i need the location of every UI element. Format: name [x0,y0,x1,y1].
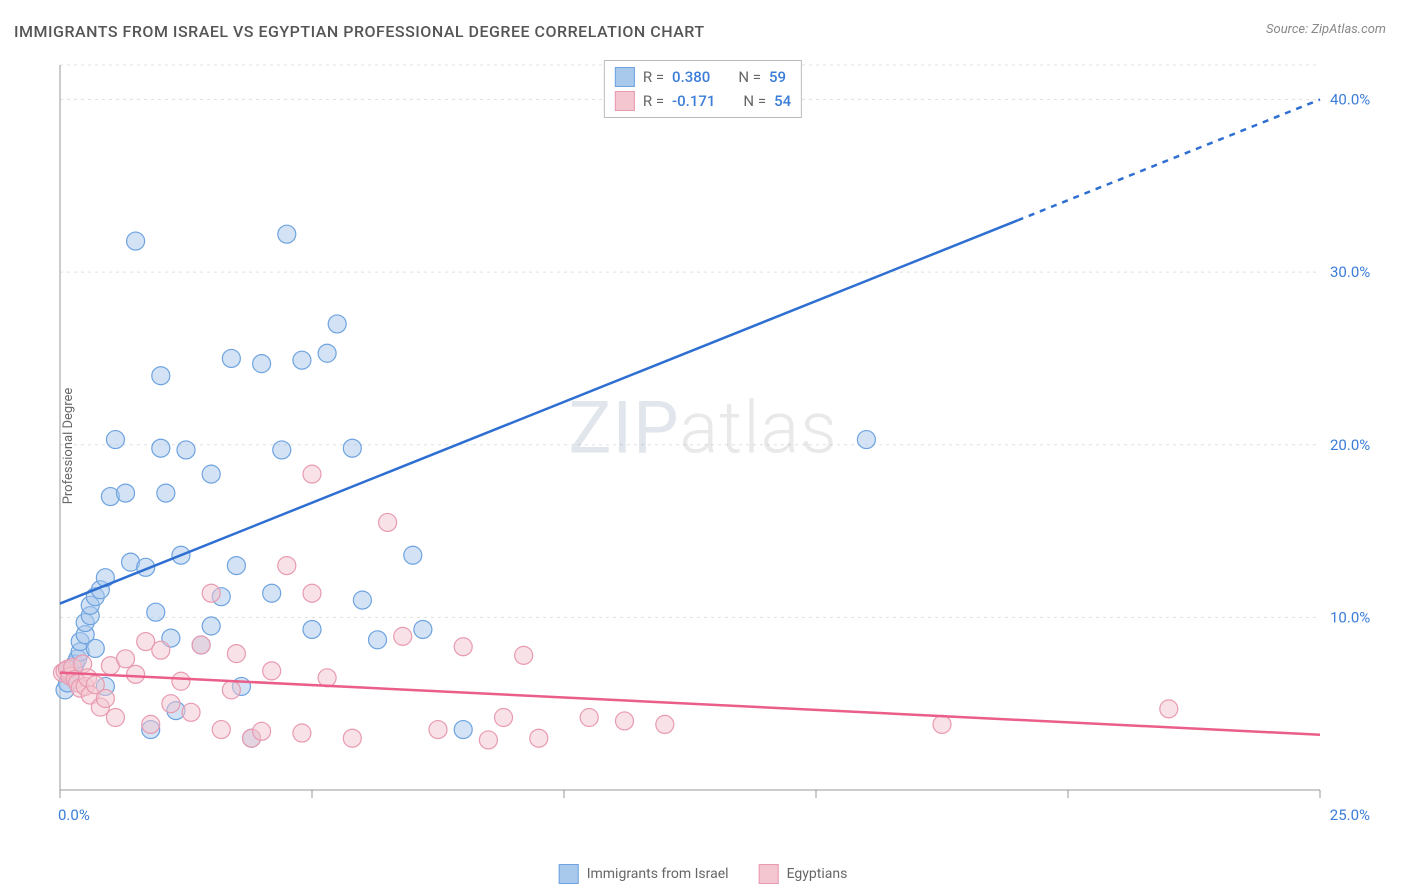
data-point [530,729,548,747]
data-point [222,681,240,699]
data-point [202,465,220,483]
regression-line [60,673,1320,735]
r-value: -0.171 [672,92,715,110]
x-tick-label: 25.0% [1330,806,1370,824]
data-point [394,627,412,645]
n-label: N = [738,68,761,86]
data-point [656,715,674,733]
data-point [117,650,135,668]
data-point [303,620,321,638]
source-attribution: Source: ZipAtlas.com [1266,22,1386,37]
regression-line-extrapolated [1018,100,1320,221]
data-point [96,690,114,708]
data-point [117,484,135,502]
series-legend-item: Immigrants from Israel [559,864,729,884]
legend-row: R = -0.171 N = 54 [615,89,791,113]
data-point [263,584,281,602]
data-point [495,709,513,727]
data-point [222,349,240,367]
series-label: Egyptians [787,866,848,882]
legend-swatch [759,864,779,884]
data-point [253,355,271,373]
data-point [278,225,296,243]
correlation-legend: R = 0.380 N = 59 R = -0.171 N = 54 [604,60,802,118]
data-point [152,641,170,659]
data-point [227,645,245,663]
data-point [192,636,210,654]
n-value: 59 [769,68,786,86]
data-point [106,709,124,727]
r-label: R = [643,68,664,86]
data-point [202,584,220,602]
data-point [202,617,220,635]
data-point [293,724,311,742]
data-point [253,722,271,740]
legend-swatch [559,864,579,884]
series-legend: Immigrants from Israel Egyptians [559,864,848,884]
data-point [147,603,165,621]
data-point [293,351,311,369]
data-point [177,441,195,459]
legend-swatch [615,67,635,87]
y-tick-label: 30.0% [1330,263,1370,281]
y-tick-label: 20.0% [1330,436,1370,454]
data-point [106,431,124,449]
r-value: 0.380 [672,68,710,86]
data-point [152,439,170,457]
data-point [318,669,336,687]
data-point [379,513,397,531]
data-point [615,712,633,730]
data-point [142,715,160,733]
data-point [303,465,321,483]
data-point [343,729,361,747]
chart-title: IMMIGRANTS FROM ISRAEL VS EGYPTIAN PROFE… [14,22,705,41]
data-point [303,584,321,602]
n-value: 54 [774,92,791,110]
y-tick-label: 40.0% [1330,91,1370,109]
n-label: N = [743,92,766,110]
data-point [127,665,145,683]
data-point [429,721,447,739]
data-point [580,709,598,727]
series-label: Immigrants from Israel [587,866,729,882]
data-point [182,703,200,721]
data-point [212,721,230,739]
data-point [328,315,346,333]
data-point [172,672,190,690]
r-label: R = [643,92,664,110]
data-point [152,367,170,385]
data-point [1160,700,1178,718]
data-point [86,639,104,657]
legend-swatch [615,91,635,111]
data-point [127,232,145,250]
data-point [263,662,281,680]
series-legend-item: Egyptians [759,864,848,884]
regression-line [60,220,1018,603]
scatter-plot: 10.0% 20.0% 30.0% 40.0% 0.0% 25.0% [50,55,1390,835]
data-point [353,591,371,609]
y-tick-label: 10.0% [1330,608,1370,626]
data-point [479,731,497,749]
data-point [933,715,951,733]
data-point [162,695,180,713]
data-point [343,439,361,457]
data-point [515,646,533,664]
data-point [318,344,336,362]
data-point [454,721,472,739]
data-point [454,638,472,656]
data-point [278,557,296,575]
data-point [857,431,875,449]
data-point [414,620,432,638]
data-point [227,557,245,575]
data-point [273,441,291,459]
data-point [157,484,175,502]
data-point [404,546,422,564]
legend-row: R = 0.380 N = 59 [615,65,791,89]
x-tick-label: 0.0% [58,806,90,824]
chart-container: IMMIGRANTS FROM ISRAEL VS EGYPTIAN PROFE… [0,0,1406,892]
data-point [369,631,387,649]
